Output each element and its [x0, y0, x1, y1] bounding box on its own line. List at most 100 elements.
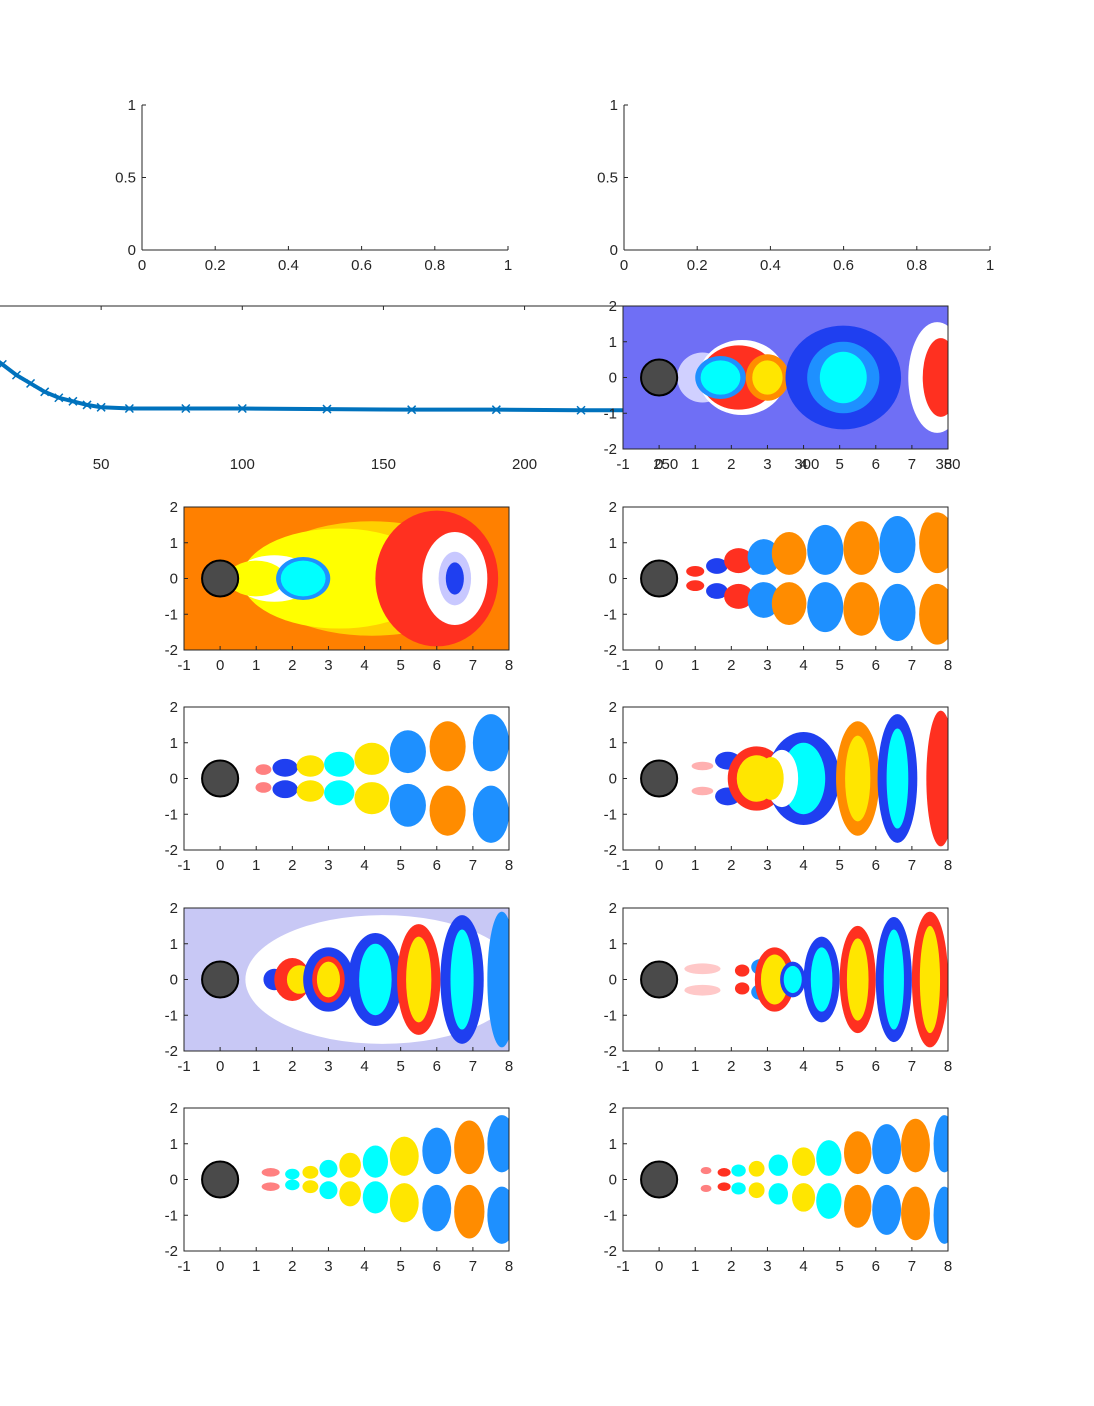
mode-2-contour-region [445, 562, 464, 595]
mode-9-ytick-label: -1 [604, 1207, 617, 1224]
mode-3-contour-region [706, 558, 728, 574]
mode-9-cylinder [640, 1160, 679, 1199]
mode-3-contour-region [686, 580, 705, 592]
mode-8-xtick-label: 5 [396, 1258, 404, 1275]
mode-7-xtick-label: 2 [727, 1058, 735, 1075]
mode-9-contour-region [731, 1182, 746, 1195]
mode-4-contour-region [472, 785, 509, 843]
mode-1-ytick-label: -1 [604, 405, 617, 422]
empty-axes-right-xtick-label: 0.8 [906, 257, 927, 274]
mode-9-contour-region [731, 1164, 746, 1177]
mode-5-contour-region [926, 710, 948, 847]
mode-5-ytick-label: -1 [604, 806, 617, 823]
mode-4-xtick-label: 2 [288, 857, 296, 874]
mode-4-xtick-label: 7 [469, 857, 477, 874]
empty-axes-left-xtick-label: 0.6 [351, 257, 372, 274]
mode-6-ytick-label: 0 [170, 972, 178, 989]
mode-3-ytick-label: 1 [609, 535, 617, 552]
mode-8-ytick-label: 2 [170, 1100, 178, 1117]
mode-9-xtick-label: 0 [655, 1258, 663, 1275]
mode-3-contour-region [706, 583, 728, 599]
mode-9-xtick-label: 5 [835, 1258, 843, 1275]
mode-4-contour-region [324, 780, 355, 806]
mode-3-contour-region [724, 548, 753, 574]
mode-6-contour-region [316, 961, 341, 998]
mode-7-ytick-label: 0 [609, 972, 617, 989]
mode-9-contour-region [768, 1154, 789, 1176]
mode-5-contour-region [886, 728, 909, 829]
mode-3-xtick-label: 5 [835, 657, 843, 674]
mode-9-contour-region [901, 1186, 930, 1241]
mode-2-xtick-label: 0 [216, 657, 224, 674]
mode-1-xtick-label: 2 [727, 456, 735, 473]
mode-9-contour-region [933, 1115, 948, 1173]
empty-axes-right-xtick-label: 0.2 [687, 257, 708, 274]
mode-8-contour-region [339, 1181, 361, 1207]
convergence-history-xtick-label: 300 [794, 456, 819, 473]
panels: 0 0.2 0.4 0.6 0.8 100.510 0.2 0.4 0.6 0.8 100.5150… [0, 97, 994, 1275]
convergence-history-data-point [124, 403, 134, 414]
mode-7-ytick-label: -2 [604, 1043, 617, 1060]
mode-7-xtick-label: 4 [799, 1058, 807, 1075]
mode-4-xtick-label: 8 [505, 857, 513, 874]
mode-3-contour-region [879, 515, 916, 574]
empty-axes-right-xtick-label: 0.4 [760, 257, 781, 274]
convergence-history-xtick-label: 150 [371, 456, 396, 473]
mode-4-contour-region [389, 783, 426, 827]
convergence-history-data-point [11, 370, 21, 380]
mode-9-xtick-label: 2 [727, 1258, 735, 1275]
mode-3-contour-region [843, 582, 880, 636]
empty-axes-left-ytick-label: 0 [128, 242, 136, 259]
mode-7-ytick-label: -1 [604, 1007, 617, 1024]
mode-8-contour-region [285, 1168, 300, 1180]
convergence-history-data-point [82, 400, 92, 410]
mode-3-contour-region [807, 524, 844, 575]
convergence-history-data-point [26, 378, 36, 388]
mode-6-xtick-label: 2 [288, 1058, 296, 1075]
mode-4-ytick-label: 0 [170, 771, 178, 788]
mode-3-ytick-label: 2 [609, 499, 617, 516]
mode-7-contour-region [846, 938, 869, 1021]
mode-8-contour-region [319, 1181, 338, 1200]
mode-3-field [623, 507, 948, 650]
mode-1-contour-region [752, 360, 783, 395]
mode-8-contour-region [389, 1183, 419, 1223]
mode-8-xtick-label: 2 [288, 1258, 296, 1275]
empty-axes-right-xtick-label: 1 [986, 257, 994, 274]
mode-4-ytick-label: -1 [165, 806, 178, 823]
mode-8-xtick-label: 4 [360, 1258, 368, 1275]
mode-3-xtick-label: 2 [727, 657, 735, 674]
mode-4-contour-region [324, 751, 355, 777]
mode-1-contour-region [700, 360, 741, 395]
convergence-history-xtick-label: 200 [512, 456, 537, 473]
mode-5-xtick-label: 6 [872, 857, 880, 874]
mode-9-ytick-label: 1 [609, 1136, 617, 1153]
convergence-history-data-point [407, 405, 417, 415]
mode-6-xtick-label: 5 [396, 1058, 404, 1075]
mode-9-contour-region [844, 1184, 872, 1228]
mode-5-cylinder [640, 759, 679, 798]
mode-3-xtick-label: 0 [655, 657, 663, 674]
mode-8-contour-region [362, 1181, 389, 1214]
mode-1-ytick-label: 1 [609, 334, 617, 351]
mode-5-ytick-label: -2 [604, 842, 617, 859]
mode-7-ytick-label: 1 [609, 936, 617, 953]
mode-9-xtick-label: 8 [944, 1258, 952, 1275]
mode-6-xtick-label: 8 [505, 1058, 513, 1075]
empty-axes-right-xtick-label: 0 [620, 257, 628, 274]
mode-5-contour-region [845, 735, 871, 822]
convergence-history-data-point [322, 404, 332, 414]
mode-3-cylinder [640, 559, 679, 598]
mode-1-contour-region [819, 351, 867, 404]
mode-4-ytick-label: -2 [165, 842, 178, 859]
mode-9-contour-region [700, 1166, 712, 1175]
convergence-history-xtick-label: 350 [935, 456, 960, 473]
mode-7-contour-region [783, 965, 802, 994]
mode-8-contour-region [302, 1165, 319, 1179]
mode-2-xtick-label: 4 [360, 657, 368, 674]
mode-9-contour-region [933, 1186, 948, 1244]
mode-7-field [623, 908, 948, 1051]
